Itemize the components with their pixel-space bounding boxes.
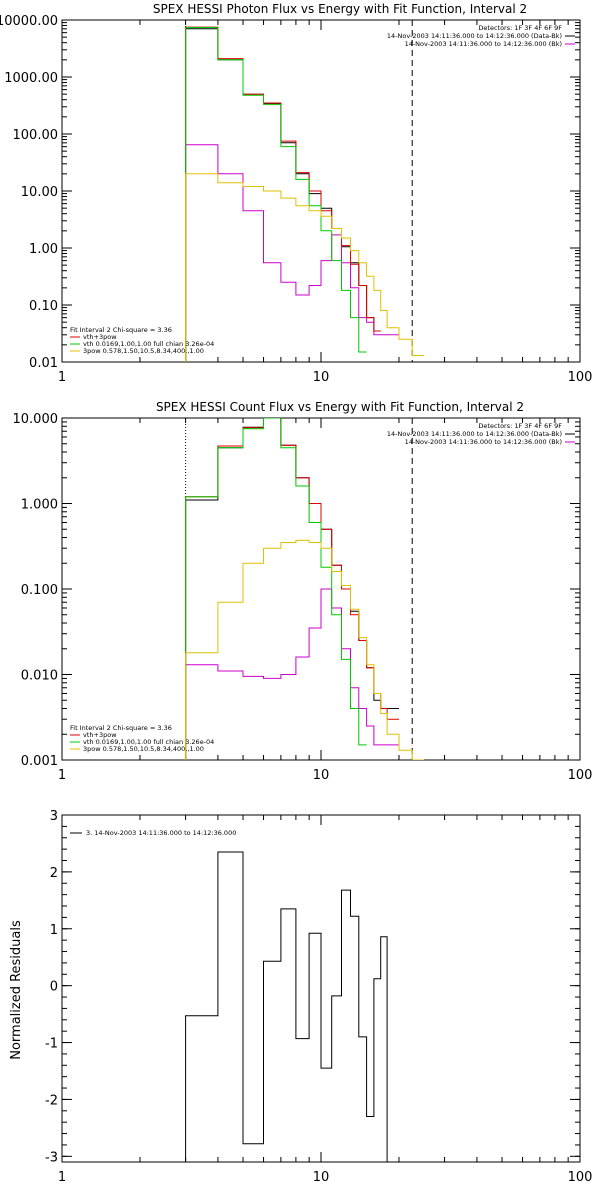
count-y-tick-label: 0.010 bbox=[21, 669, 58, 684]
residuals-panel: Normalized Residuals 1 10 100 -3 -2 -1 0 1 2 3 3. … bbox=[9, 809, 592, 1185]
photon-x-tick-label: 10 bbox=[313, 370, 330, 385]
count-fit-series-2 bbox=[185, 539, 425, 760]
count-info-line: 14-Nov-2003 14:11:36.000 to 14:12:36.000… bbox=[405, 438, 562, 446]
count-y-tick-label: 10.000 bbox=[13, 412, 59, 427]
count-legend-entry: vth 0.0169,1.00,1.00 full chian 3.26e-04 bbox=[83, 738, 214, 746]
count-fit-series-1 bbox=[185, 418, 367, 760]
photon-x-tick-label: 100 bbox=[568, 370, 593, 385]
residuals-y-tick-label: 0 bbox=[50, 980, 58, 995]
residuals-x-tick-label: 100 bbox=[568, 1170, 593, 1185]
photon-info-line: Detectors: 1F 3F 4F 6F 9F bbox=[478, 24, 562, 32]
photon-y-tick-label: 10000.00 bbox=[0, 14, 58, 29]
residuals-x-tick-label: 10 bbox=[313, 1170, 330, 1185]
count-x-tick-label: 10 bbox=[313, 768, 330, 783]
photon-info-line: 14-Nov-2003 14:11:36.000 to 14:12:36.000… bbox=[405, 40, 562, 48]
photon-background-histogram bbox=[185, 144, 399, 362]
count-legend-entry: vth+3pow bbox=[83, 731, 117, 739]
photon-y-tick-label: 0.01 bbox=[29, 356, 58, 371]
count-legend-entry: 3pow 0.578,1.50,10.5,8.34,400.,1.00 bbox=[83, 745, 204, 753]
count-info-line: Detectors: 1F 3F 4F 6F 9F bbox=[478, 422, 562, 430]
photon-chart-title: SPEX HESSI Photon Flux vs Energy with Fi… bbox=[153, 2, 527, 16]
photon-y-tick-label: 0.10 bbox=[29, 299, 58, 314]
photon-fit-series-0 bbox=[185, 26, 381, 362]
photon-legend-entry: vth+3pow bbox=[83, 333, 117, 341]
photon-y-tick-label: 1.00 bbox=[29, 242, 58, 257]
residuals-y-tick-label: -2 bbox=[45, 1093, 58, 1108]
residuals-plot-area bbox=[185, 851, 388, 1162]
photon-y-tick-label: 100.00 bbox=[13, 128, 59, 143]
count-flux-panel: SPEX HESSI Count Flux vs Energy with Fit… bbox=[13, 400, 593, 783]
photon-legend-entry: vth 0.0169,1.00,1.00 full chian 3.26e-04 bbox=[83, 340, 214, 348]
count-info-line: 14-Nov-2003 14:11:36.000 to 14:12:36.000… bbox=[387, 430, 562, 438]
photon-y-tick-label: 10.00 bbox=[21, 185, 58, 200]
residuals-y-tick-label: -3 bbox=[45, 1150, 58, 1165]
photon-info-line: 14-Nov-2003 14:11:36.000 to 14:12:36.000… bbox=[387, 32, 562, 40]
count-x-tick-label: 100 bbox=[568, 768, 593, 783]
residuals-x-tick-label: 1 bbox=[58, 1170, 66, 1185]
photon-data-histogram bbox=[185, 28, 381, 362]
photon-fit-label: Fit Interval 2 Chi-square = 3.36 bbox=[70, 326, 172, 334]
residuals-histogram bbox=[185, 851, 388, 1162]
count-y-tick-label: 1.000 bbox=[21, 498, 58, 513]
residuals-ylabel: Normalized Residuals bbox=[9, 920, 24, 1060]
residuals-legend-entry: 3. 14-Nov-2003 14:11:36.000 to 14:12:36.… bbox=[86, 829, 236, 837]
photon-plot-area bbox=[185, 20, 425, 362]
photon-x-tick-label: 1 bbox=[58, 370, 66, 385]
photon-y-tick-label: 1000.00 bbox=[4, 71, 58, 86]
residuals-y-tick-label: 2 bbox=[50, 866, 58, 881]
residuals-y-tick-label: 3 bbox=[50, 809, 58, 824]
count-plot-area bbox=[185, 418, 425, 760]
count-y-tick-label: 0.100 bbox=[21, 583, 58, 598]
photon-legend-entry: 3pow 0.578,1.50,10.5,8.34,400.,1.00 bbox=[83, 347, 204, 355]
count-x-tick-label: 1 bbox=[58, 768, 66, 783]
count-background-histogram bbox=[185, 588, 399, 760]
residuals-y-tick-label: -1 bbox=[45, 1037, 58, 1052]
count-chart-title: SPEX HESSI Count Flux vs Energy with Fit… bbox=[156, 400, 524, 414]
photon-fit-series-1 bbox=[185, 27, 367, 362]
count-fit-label: Fit Interval 2 Chi-square = 3.36 bbox=[70, 724, 172, 732]
photon-flux-panel: SPEX HESSI Photon Flux vs Energy with Fi… bbox=[0, 2, 592, 385]
photon-fit-series-2 bbox=[185, 173, 425, 362]
residuals-y-tick-label: 1 bbox=[50, 923, 58, 938]
count-y-tick-label: 0.001 bbox=[21, 754, 58, 769]
